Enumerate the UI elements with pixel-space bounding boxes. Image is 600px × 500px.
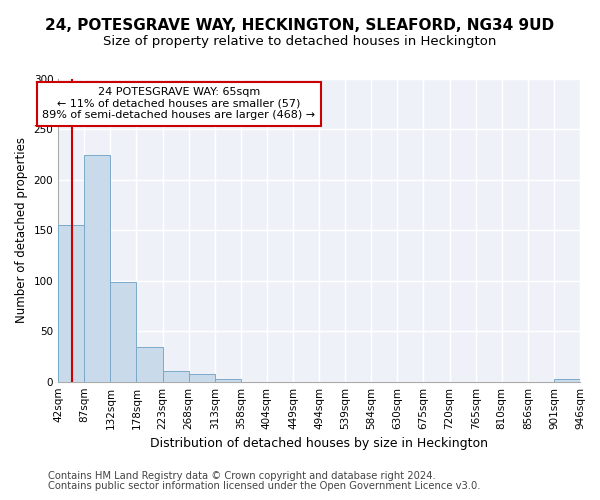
Text: Size of property relative to detached houses in Heckington: Size of property relative to detached ho… (103, 35, 497, 48)
Bar (215, 378, 241, 382)
Text: 24 POTESGRAVE WAY: 65sqm
← 11% of detached houses are smaller (57)
89% of semi-d: 24 POTESGRAVE WAY: 65sqm ← 11% of detach… (42, 87, 316, 120)
Bar (58, 226, 84, 382)
Bar (554, 378, 580, 382)
Bar (136, 348, 163, 382)
Bar (84, 154, 110, 382)
Bar (188, 374, 215, 382)
Bar (110, 282, 136, 382)
Text: 24, POTESGRAVE WAY, HECKINGTON, SLEAFORD, NG34 9UD: 24, POTESGRAVE WAY, HECKINGTON, SLEAFORD… (46, 18, 554, 32)
X-axis label: Distribution of detached houses by size in Heckington: Distribution of detached houses by size … (150, 437, 488, 450)
Text: Contains public sector information licensed under the Open Government Licence v3: Contains public sector information licen… (48, 481, 481, 491)
Y-axis label: Number of detached properties: Number of detached properties (15, 138, 28, 324)
Bar (163, 370, 188, 382)
Text: Contains HM Land Registry data © Crown copyright and database right 2024.: Contains HM Land Registry data © Crown c… (48, 471, 436, 481)
